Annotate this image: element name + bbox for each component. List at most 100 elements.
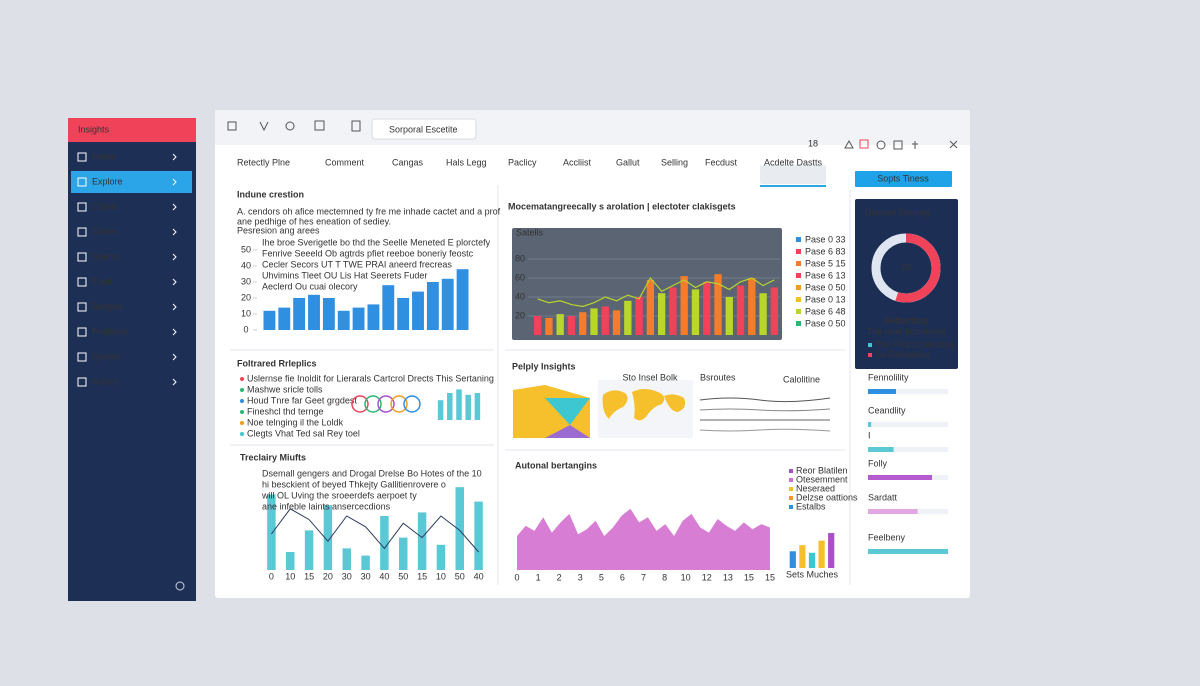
list-item: Uslernse fie Inoldit for Lierarals Cartc… [247,373,494,383]
settings-icon[interactable] [175,581,185,591]
chevron [172,328,177,336]
chevron [172,178,177,186]
nav-item[interactable]: Home [92,151,116,161]
nav-item[interactable]: Positions [92,326,129,336]
card-caption: The orrel Ircetrersei [867,326,946,336]
x-tick-label: 0 [269,571,274,581]
list-item: Houd Tnre far Geet grgdest [247,395,357,405]
nav-active [71,171,192,193]
panel-text: will OL Uving the sroeerdefs aerpoet ty [261,490,417,500]
mini-line [699,408,831,412]
nav-item[interactable]: Actors [92,376,118,386]
nav-item[interactable]: Quotes [92,351,122,361]
primary-button[interactable] [855,171,952,187]
nav-icon [77,327,87,337]
nav-item[interactable]: Badges [92,301,123,311]
nav-item[interactable]: Tables [92,226,119,236]
bar [322,298,335,330]
legend-label: The Pilot contecting [875,339,954,349]
deco-ring [403,395,421,413]
list-item: Noe telnging il the Loldk [247,417,344,427]
y-tick-label: 20 [241,292,251,302]
chevron [172,228,177,236]
x-tick-label: 15 [765,572,775,582]
bar [455,487,464,570]
tab[interactable]: Gallut [616,157,640,167]
bar [380,516,389,570]
bullet [240,432,244,436]
chart-note: Ihe broe Sverigetle bo thd the Seelle Me… [262,237,491,247]
nav-icon [77,152,87,162]
mini-line [699,428,831,432]
progress-label: Feelbeny [868,532,906,542]
tab[interactable]: Comment [325,157,365,167]
chart-note: Fenrive Seeeld Ob agtrds pfiet reeboe bo… [262,248,474,258]
legend-swatch [796,261,801,266]
bar [337,310,350,330]
bar [691,289,700,335]
bar [447,393,453,420]
bar [759,293,767,335]
bar [714,274,722,335]
nav-item[interactable]: Fault [92,276,113,286]
toolbar-icons[interactable] [227,120,958,150]
tab[interactable]: Selling [661,157,688,167]
legend-swatch [796,273,801,278]
legend-label: Pase 5 15 [805,258,846,268]
tab[interactable]: Paclicy [508,157,537,167]
bar [278,307,291,330]
toolbar-count: 18 [808,138,818,148]
line [271,508,479,553]
legend-label: Pase 0 13 [805,294,846,304]
nav-item[interactable]: Stories [92,251,121,261]
bar [556,314,564,335]
bar [770,287,779,335]
progress-label: Sardatt [868,492,898,502]
legend-label: Pase 6 83 [805,246,846,256]
x-tick-label: 8 [662,572,667,582]
bar [441,278,454,330]
tab[interactable]: Retectly Plne [237,157,290,167]
tab[interactable]: Fecdust [705,157,738,167]
search-box[interactable] [371,118,477,140]
tab[interactable]: Hals Legg [446,157,487,167]
y-tick-label: 60 [515,272,525,282]
y-tick-label: 40 [515,291,525,301]
nav-icon [77,277,87,287]
x-tick-label: 40 [474,571,484,581]
y-tick-label: 0 [243,324,248,334]
panel-title: Pelply Insights [512,361,576,371]
progress-bar [868,509,918,514]
bar [624,300,632,335]
panel-subtitle: Satells [516,227,544,237]
bar [657,293,666,335]
bar [669,287,677,335]
bar [352,307,365,330]
progress-label: Ceandlity [868,405,906,415]
bar [474,393,481,420]
chevron [172,378,177,386]
nav-item[interactable]: Charts [92,201,119,211]
legend-label: Pase 6 13 [805,270,846,280]
x-tick-label: 5 [599,572,604,582]
legend-label: Pase 6 48 [805,306,846,316]
y-tick-label: 80 [515,253,525,263]
chart-note: Uhvimins Tleet OU Lis Hat Seerets Fuder [262,270,427,280]
bar [808,552,816,568]
tab[interactable]: Acdelte Dastts [764,157,823,167]
nav-item[interactable]: Explore [92,176,123,186]
progress-track [868,447,948,452]
bar [818,540,825,568]
nav-icon [77,202,87,212]
progress-label: I [868,430,871,440]
area-purple [545,425,590,438]
bar [412,291,424,330]
tab[interactable]: Accliist [563,157,592,167]
x-tick-label: 50 [455,571,465,581]
x-tick-label: 3 [578,572,583,582]
panel-link[interactable]: Pesresion ang arees [237,225,320,235]
primary-button-label[interactable]: Sopts Tiness [877,173,929,183]
tab[interactable]: Cangas [392,157,424,167]
